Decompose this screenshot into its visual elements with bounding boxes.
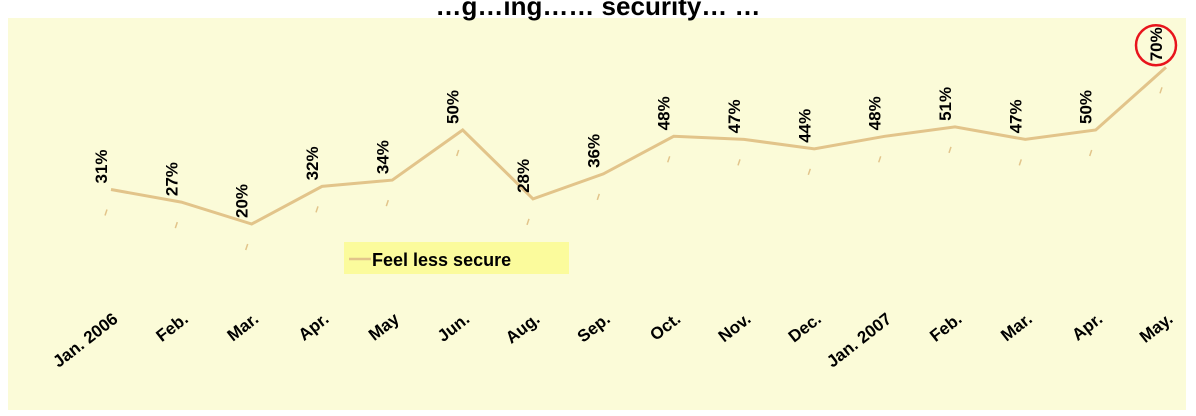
highlight-circle	[1134, 24, 1178, 67]
plot-background	[8, 18, 1186, 410]
tick-mark	[315, 206, 319, 213]
tick-mark	[104, 209, 108, 216]
data-label: 48%	[655, 96, 674, 130]
data-label: 31%	[92, 149, 111, 183]
data-labels: 31% 27% 20% 32% 34% 50% 28% 36% 48% 47% 44% 48% 51% 4…	[92, 27, 1166, 218]
tick-mark	[174, 221, 179, 229]
tick-mark	[737, 159, 741, 166]
tick-mark	[666, 156, 671, 163]
data-label: 50%	[1077, 90, 1096, 124]
tick-mark	[1018, 159, 1023, 166]
data-label: 36%	[584, 134, 603, 168]
tick-mark	[1159, 87, 1163, 94]
tick-mark	[385, 199, 390, 207]
chart-title: …g…ing…… security… …	[435, 0, 760, 21]
data-label: 50%	[444, 90, 463, 124]
data-label: 27%	[162, 162, 181, 196]
tick-mark	[948, 146, 952, 154]
series-line-feel-less-secure	[110, 66, 1167, 226]
tick-mark	[596, 193, 601, 201]
data-label: 48%	[866, 96, 885, 130]
legend-label: Feel less secure	[372, 250, 511, 270]
data-label: 20%	[233, 184, 252, 218]
data-label: 28%	[514, 159, 533, 193]
tick-mark	[1088, 149, 1093, 157]
legend-box	[344, 242, 569, 274]
data-label: 51%	[936, 87, 955, 121]
tick-mark	[455, 149, 460, 157]
data-label: 47%	[1006, 99, 1025, 133]
tick-mark	[877, 156, 882, 163]
data-label: 47%	[725, 99, 744, 133]
tick-mark	[807, 168, 812, 176]
data-label: 70%	[1147, 27, 1166, 61]
data-label: 34%	[373, 140, 392, 174]
tick-mark	[526, 218, 530, 226]
data-label: 44%	[795, 109, 814, 143]
data-label: 32%	[303, 146, 322, 180]
tick-mark	[244, 243, 249, 251]
tick-marks	[104, 87, 1163, 251]
legend: Feel less secure	[344, 242, 569, 274]
